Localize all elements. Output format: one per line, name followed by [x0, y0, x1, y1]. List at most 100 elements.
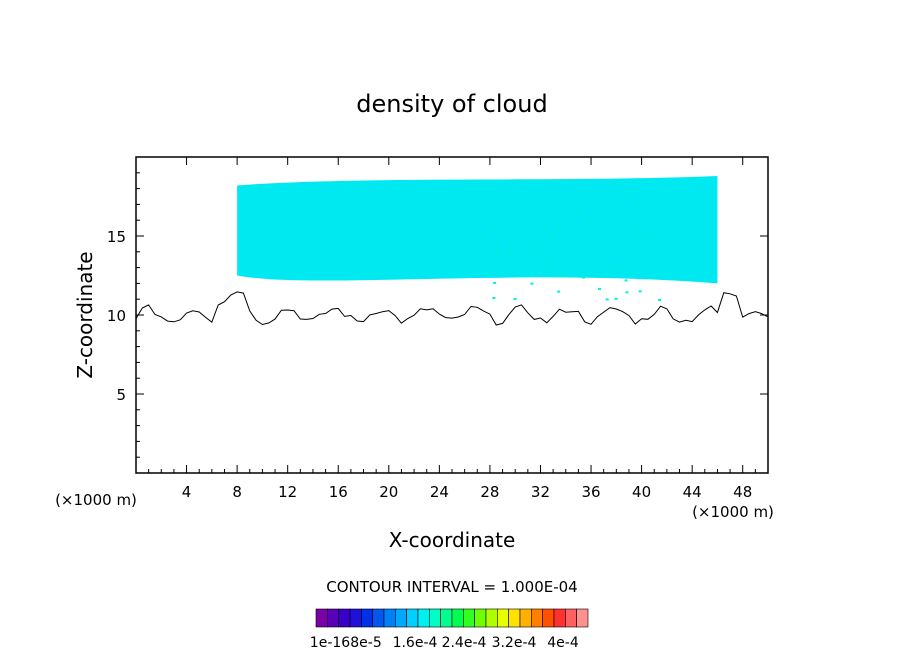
peak-speckle — [588, 221, 592, 224]
colorbar-swatch — [531, 608, 543, 628]
peak-speckle — [633, 228, 637, 231]
x-tick-label: 24 — [430, 483, 449, 501]
colorbar-labels: 1e-16 8e-5 1.6e-4 2.4e-4 3.2e-4 4e-4 — [310, 635, 579, 651]
colorbar-swatch — [576, 608, 589, 628]
peak-speckle — [530, 245, 533, 248]
y-tick-label: 10 — [107, 307, 126, 325]
peak-speckle — [654, 277, 658, 280]
peak-speckle — [506, 252, 510, 255]
contour-fields — [136, 175, 768, 326]
peak-speckle — [661, 214, 665, 217]
peak-speckle — [625, 291, 629, 294]
peak-speckle — [636, 205, 640, 208]
peak-speckle — [557, 224, 561, 227]
peak-speckle — [646, 236, 650, 239]
peak-speckle — [560, 272, 564, 275]
peak-speckle — [614, 233, 618, 236]
colorbar-label: 1e-16 — [310, 635, 350, 651]
colorbar-swatch — [451, 608, 464, 628]
peak-speckle — [532, 209, 536, 212]
peak-speckle — [631, 266, 634, 269]
colorbar-label: 2.4e-4 — [442, 635, 487, 651]
peak-speckle — [534, 254, 538, 257]
colorbar-swatch — [440, 608, 453, 628]
contour-line — [136, 291, 768, 326]
x-tick-label: 40 — [632, 483, 651, 501]
colorbar-swatch — [485, 608, 498, 628]
colorbar-swatch — [383, 608, 396, 628]
colorbar-swatch — [463, 608, 475, 628]
band-core — [237, 175, 718, 284]
colorbar-swatch — [429, 608, 441, 628]
peak-speckle — [643, 259, 647, 262]
colorbar-swatch — [542, 608, 555, 628]
colorbar-swatch — [361, 608, 373, 628]
colorbar-swatch — [315, 608, 328, 628]
colorbar-swatch — [406, 608, 419, 628]
x-tick-label: 20 — [379, 483, 398, 501]
peak-speckle — [637, 228, 641, 231]
colorbar-label: 3.2e-4 — [492, 635, 537, 651]
colorbar-swatch — [474, 608, 487, 628]
x-tick-label: 4 — [182, 483, 192, 501]
peak-speckle — [579, 227, 583, 230]
chart-title: density of cloud — [356, 90, 547, 118]
peak-speckle — [542, 204, 545, 207]
peak-speckle — [591, 243, 595, 246]
peak-speckle — [650, 233, 654, 236]
peak-speckle — [492, 297, 496, 299]
colorbar-swatch — [395, 608, 407, 628]
peak-speckle — [506, 256, 510, 259]
x-tick-label: 32 — [531, 483, 550, 501]
colorbar-swatch — [497, 608, 509, 628]
x-tick-label: 8 — [232, 483, 242, 501]
peak-speckle — [638, 290, 642, 293]
peak-speckle — [568, 247, 572, 250]
colorbar-swatch — [553, 608, 566, 628]
peak-speckle — [609, 271, 613, 274]
peak-speckle — [495, 245, 499, 248]
peak-speckle — [551, 232, 554, 235]
y-tick-label: 15 — [107, 228, 126, 246]
colorbar-label: 1.6e-4 — [393, 635, 438, 651]
peak-speckle — [545, 269, 549, 272]
peak-speckle — [565, 232, 569, 235]
x-tick-label: 16 — [329, 483, 348, 501]
contour-interval: CONTOUR INTERVAL = 1.000E-04 — [326, 578, 577, 596]
peak-speckle — [622, 216, 625, 219]
peak-speckle — [598, 287, 601, 290]
peak-speckle — [589, 271, 593, 274]
peak-speckle — [512, 268, 516, 271]
peak-speckle — [614, 297, 618, 300]
peak-speckle — [581, 276, 585, 279]
peak-speckle — [530, 282, 534, 285]
peak-speckle — [618, 268, 622, 271]
y-axis-label: Z-coordinate — [73, 251, 97, 378]
colorbar-swatch — [519, 608, 532, 628]
peak-speckle — [600, 275, 604, 278]
x-tick-label: 44 — [683, 483, 702, 501]
peak-speckle — [602, 261, 605, 264]
peak-speckle — [558, 275, 562, 278]
colorbar-swatch — [349, 608, 362, 628]
peak-speckle — [520, 223, 523, 226]
peak-speckle — [532, 230, 536, 233]
peak-speckle — [605, 298, 609, 301]
colorbar-swatch — [565, 608, 577, 628]
x-unit-right: (×1000 m) — [692, 503, 774, 521]
colorbar-swatch — [372, 608, 385, 628]
x-tick-label: 28 — [480, 483, 499, 501]
peak-speckle — [493, 281, 497, 284]
peak-speckle — [492, 224, 496, 227]
peak-speckle — [545, 211, 549, 214]
x-axis-label: X-coordinate — [389, 528, 516, 552]
colorbar-swatch — [417, 608, 430, 628]
colorbar-label: 8e-5 — [350, 635, 381, 651]
peak-speckle — [543, 262, 547, 265]
peak-speckle — [557, 290, 561, 293]
peak-speckle — [513, 298, 517, 300]
peak-speckle — [624, 279, 628, 282]
peak-speckle — [551, 239, 554, 242]
